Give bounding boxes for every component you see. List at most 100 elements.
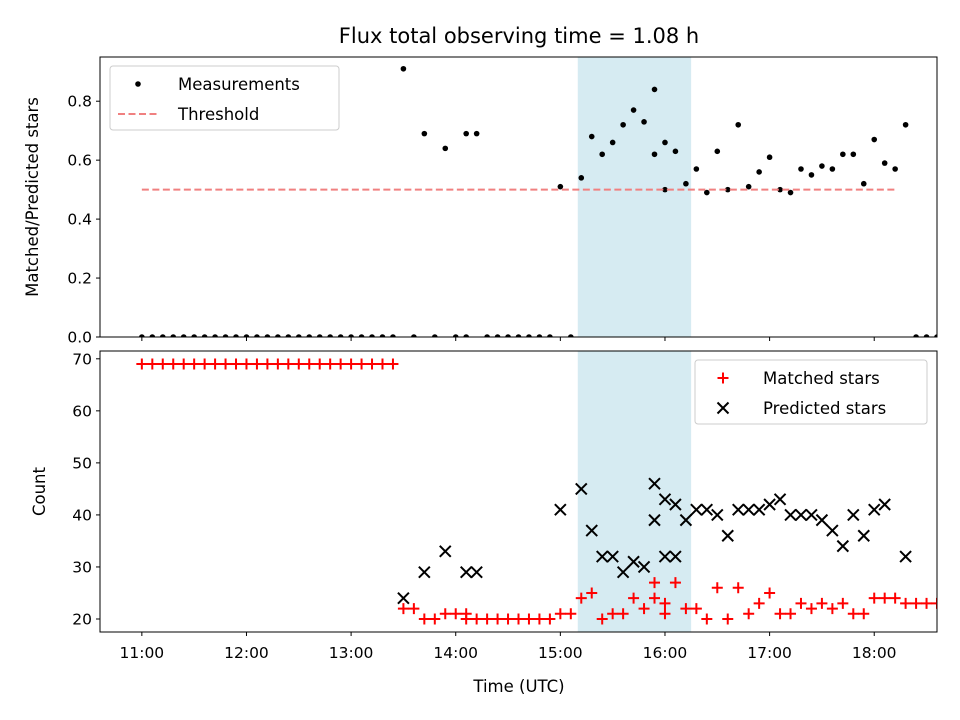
data-point: [348, 334, 354, 337]
x-tick-label: 12:00: [224, 644, 269, 662]
data-point: [585, 524, 598, 537]
data-point: [526, 334, 532, 337]
data-point: [787, 189, 794, 196]
data-point: [376, 358, 388, 370]
data-point: [261, 358, 273, 370]
data-point: [784, 508, 797, 522]
data-point: [254, 334, 260, 337]
data-point: [756, 169, 762, 175]
data-point: [199, 358, 211, 370]
data-point: [627, 555, 640, 568]
y-tick-label: 0.6: [67, 152, 92, 170]
data-point: [578, 175, 585, 181]
data-point: [502, 613, 514, 625]
legend-swatch: [135, 81, 141, 87]
data-point: [565, 608, 577, 620]
data-point: [335, 358, 347, 370]
data-point: [481, 613, 493, 625]
data-point: [411, 334, 417, 337]
data-point: [785, 608, 797, 620]
data-point: [272, 358, 284, 370]
data-point: [899, 550, 912, 563]
data-point: [913, 334, 919, 337]
data-point: [439, 545, 452, 558]
data-point: [743, 608, 755, 620]
data-point: [159, 334, 166, 337]
data-point: [575, 482, 588, 496]
data-point: [704, 189, 710, 196]
data-point: [157, 358, 169, 370]
x-tick-label: 17:00: [747, 644, 792, 662]
data-point: [397, 603, 409, 615]
data-point: [170, 334, 177, 337]
data-point: [264, 334, 271, 337]
data-point: [544, 613, 556, 625]
data-point: [620, 121, 626, 128]
legend-label: Threshold: [177, 105, 259, 124]
y-tick-label: 70: [72, 350, 92, 368]
data-point: [463, 130, 469, 137]
legend-swatch: [716, 401, 730, 415]
data-point: [881, 160, 888, 166]
data-point: [188, 358, 200, 370]
legend-label: Matched stars: [763, 369, 880, 388]
data-point: [230, 358, 242, 370]
data-point: [146, 358, 158, 370]
data-point: [724, 186, 731, 193]
data-point: [651, 151, 658, 158]
data-point: [651, 86, 658, 93]
series-1: [397, 477, 912, 605]
data-point: [606, 550, 619, 563]
data-point: [459, 565, 473, 579]
data-point: [337, 334, 344, 337]
data-point: [805, 603, 817, 615]
data-point: [609, 139, 616, 146]
data-point: [805, 508, 818, 522]
data-point: [732, 503, 745, 516]
data-point: [735, 121, 742, 128]
plot-area: [136, 358, 937, 625]
data-point: [149, 334, 156, 337]
data-point: [628, 592, 640, 604]
data-point: [397, 591, 410, 605]
data-point: [408, 603, 420, 615]
data-point: [439, 608, 451, 620]
data-point: [763, 498, 776, 511]
data-point: [240, 358, 252, 370]
data-point: [648, 477, 661, 490]
data-point: [421, 130, 428, 137]
data-point: [683, 180, 689, 187]
data-point: [630, 107, 637, 113]
data-point: [871, 136, 878, 143]
data-point: [595, 550, 609, 563]
data-point: [752, 503, 766, 516]
data-point: [829, 166, 836, 172]
data-point: [492, 613, 504, 625]
data-point: [649, 577, 661, 589]
data-point: [400, 65, 407, 72]
x-tick-label: 11:00: [120, 644, 165, 662]
data-point: [638, 603, 650, 615]
data-point: [463, 334, 469, 337]
data-point: [418, 565, 431, 579]
data-point: [798, 166, 804, 172]
data-point: [662, 186, 668, 193]
data-point: [680, 603, 692, 615]
data-point: [557, 183, 564, 190]
data-point: [753, 597, 765, 609]
y-tick-label: 40: [72, 506, 92, 524]
data-point: [658, 493, 672, 506]
x-tick-label: 18:00: [852, 644, 897, 662]
data-point: [327, 334, 333, 337]
data-point: [773, 493, 787, 506]
data-point: [251, 358, 263, 370]
data-point: [659, 597, 671, 609]
legend-label: Predicted stars: [763, 399, 886, 418]
data-point: [167, 358, 179, 370]
data-point: [892, 166, 898, 172]
data-point: [460, 613, 472, 625]
data-point: [513, 613, 524, 625]
data-point: [533, 613, 545, 625]
data-point: [494, 334, 501, 337]
data-point: [721, 529, 734, 542]
